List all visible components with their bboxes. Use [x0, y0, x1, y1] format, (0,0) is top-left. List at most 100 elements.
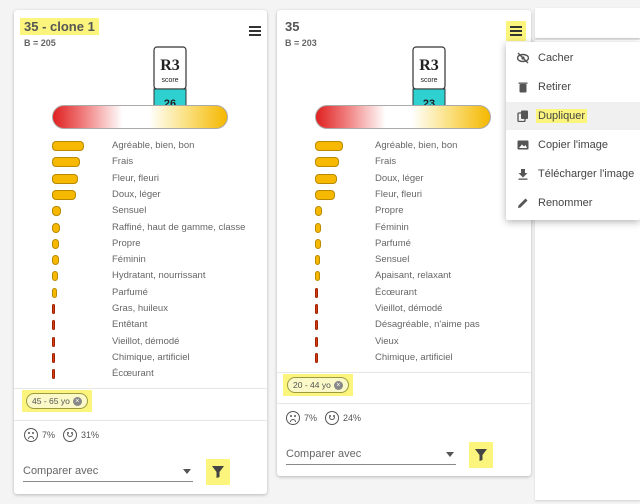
- age-filter-chip[interactable]: 45 - 65 yo ×: [26, 393, 88, 409]
- menu-item-copier-image[interactable]: Copier l'image: [506, 131, 640, 159]
- pencil-icon: [518, 198, 528, 208]
- card-menu-button[interactable]: [506, 21, 526, 41]
- chip-highlight: 20 - 44 yo ×: [283, 374, 353, 396]
- copy-icon: [517, 110, 528, 122]
- attribute-row: Écœurant: [277, 285, 531, 301]
- attribute-bar: [52, 189, 76, 200]
- attribute-bar: [315, 157, 339, 168]
- download-icon: [518, 169, 528, 180]
- attribute-row: Vieillot, démodé: [14, 334, 267, 350]
- attribute-row: Hydratant, nourrissant: [14, 268, 267, 284]
- attribute-label: Propre: [112, 237, 141, 249]
- attribute-label: Sensuel: [375, 254, 410, 266]
- sentiment-stats: 7% 31%: [24, 428, 99, 442]
- attribute-row: Sensuel: [14, 203, 267, 219]
- attribute-row: Doux, léger: [277, 171, 531, 187]
- image-icon: [517, 140, 529, 150]
- attribute-label: Sensuel: [112, 205, 147, 217]
- happy-face-icon: [63, 428, 78, 442]
- attribute-bar: [315, 238, 321, 249]
- trash-icon: [518, 82, 528, 93]
- attribute-label: Hydratant, nourrissant: [112, 270, 206, 282]
- scent-card: 35 B = 203 R3 score 23 Agréable, bien, b…: [277, 10, 531, 476]
- attribute-row: Fleur, fleuri: [277, 187, 531, 203]
- attribute-bar: [52, 304, 55, 314]
- attribute-label: Agréable, bien, bon: [375, 140, 458, 151]
- logo-subtext: score: [161, 77, 178, 84]
- happy-face-icon: [325, 411, 340, 425]
- menu-item-dupliquer[interactable]: Dupliquer: [506, 102, 640, 130]
- chevron-down-icon: [446, 452, 454, 457]
- attribute-label: Écœurant: [112, 368, 154, 380]
- attribute-row: Gras, huileux: [14, 301, 267, 317]
- attribute-row: Raffiné, haut de gamme, classe: [14, 220, 267, 236]
- attribute-bar: [52, 320, 55, 331]
- compare-select[interactable]: Comparer avec: [286, 448, 456, 465]
- attribute-bar: [52, 352, 55, 363]
- menu-item-label: Dupliquer: [536, 109, 588, 123]
- menu-item-renommer[interactable]: Renommer: [506, 189, 640, 217]
- attribute-row: Parfumé: [277, 236, 531, 252]
- attribute-bar: [52, 141, 84, 151]
- card-title[interactable]: 35: [285, 19, 300, 34]
- card-context-menu: Cacher Retirer Dupliquer Copier l'image …: [506, 42, 640, 220]
- attribute-label: Parfumé: [112, 286, 148, 298]
- menu-item-retirer[interactable]: Retirer: [506, 73, 640, 101]
- card-menu-button[interactable]: [245, 22, 265, 40]
- sad-percent: 7%: [304, 413, 318, 423]
- compare-select[interactable]: Comparer avec: [23, 465, 193, 482]
- attribute-bar: [315, 173, 337, 184]
- attribute-row: Doux, léger: [14, 187, 267, 203]
- attribute-bar: [315, 352, 318, 363]
- attribute-bar: [52, 287, 57, 298]
- chip-close-icon[interactable]: ×: [333, 380, 343, 390]
- age-filter-chip[interactable]: 20 - 44 yo ×: [287, 377, 349, 393]
- attribute-list: Agréable, bien, bon Frais Doux, léger Fleur…: [277, 138, 531, 368]
- attribute-bar: [315, 336, 318, 347]
- attribute-bar: [52, 206, 61, 217]
- attribute-row: Propre: [277, 203, 531, 219]
- attribute-label: Doux, léger: [375, 172, 424, 184]
- chip-close-icon[interactable]: ×: [72, 396, 82, 406]
- attribute-bar: [52, 157, 80, 168]
- sentiment-stats: 7% 24%: [286, 411, 361, 425]
- attribute-row: Féminin: [14, 252, 267, 268]
- attribute-label: Vieux: [375, 335, 399, 347]
- attribute-label: Parfumé: [375, 237, 411, 249]
- attribute-row: Frais: [14, 154, 267, 170]
- logo-text: R3: [419, 57, 439, 74]
- attribute-label: Apaisant, relaxant: [375, 270, 452, 282]
- attribute-row: Parfumé: [14, 285, 267, 301]
- attribute-row: Écœurant: [14, 366, 267, 382]
- attribute-bar: [52, 336, 55, 347]
- filter-button[interactable]: [206, 459, 230, 485]
- attribute-label: Fleur, fleuri: [112, 172, 159, 184]
- attribute-bar: [315, 189, 335, 200]
- attribute-label: Vieillot, démodé: [375, 303, 443, 314]
- attribute-bar: [315, 255, 320, 266]
- compare-placeholder: Comparer avec: [286, 448, 362, 460]
- card-title[interactable]: 35 - clone 1: [20, 18, 99, 35]
- sad-percent: 7%: [42, 430, 56, 440]
- menu-item-label: Copier l'image: [538, 139, 608, 151]
- logo-text: R3: [160, 57, 180, 74]
- attribute-label: Raffiné, haut de gamme, classe: [112, 221, 246, 233]
- attribute-row: Chimique, artificiel: [277, 350, 531, 366]
- attribute-label: Écœurant: [375, 286, 417, 298]
- attribute-row: Désagréable, n'aime pas: [277, 317, 531, 333]
- attribute-label: Entêtant: [112, 319, 148, 331]
- attribute-label: Propre: [375, 205, 404, 217]
- attribute-label: Fleur, fleuri: [375, 188, 422, 200]
- b-value: B = 205: [24, 38, 56, 48]
- attribute-label: Gras, huileux: [112, 303, 168, 314]
- attribute-bar: [52, 222, 60, 233]
- menu-item-cacher[interactable]: Cacher: [506, 44, 640, 72]
- menu-item-label: Cacher: [538, 52, 574, 64]
- logo-subtext: score: [420, 77, 437, 84]
- menu-item-telecharger-image[interactable]: Télécharger l'image: [506, 160, 640, 188]
- attribute-row: Entêtant: [14, 317, 267, 333]
- filter-button[interactable]: [469, 442, 493, 468]
- attribute-label: Chimique, artificiel: [112, 351, 190, 363]
- attribute-label: Frais: [375, 156, 397, 168]
- attribute-label: Féminin: [375, 221, 409, 233]
